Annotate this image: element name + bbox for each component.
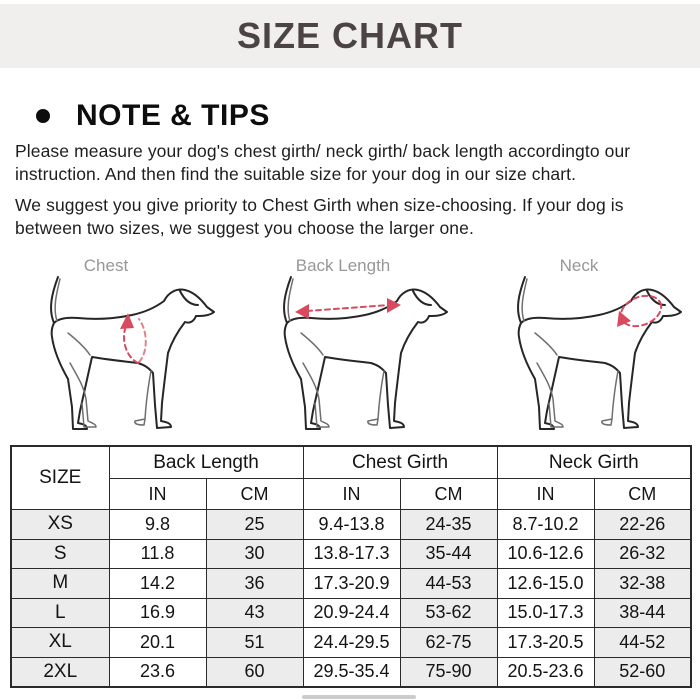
value-cell: 75-90 bbox=[399, 656, 498, 688]
value-cell: 35-44 bbox=[399, 538, 498, 569]
note-paragraph-2: We suggest you give priority to Chest Gi… bbox=[15, 195, 624, 239]
size-table-body: XS 9.8 25 9.4-13.8 24-35 8.7-10.2 22-26 S 11.8 30… bbox=[10, 509, 692, 688]
value-cell: 17.3-20.9 bbox=[302, 568, 401, 599]
dog-illustration bbox=[50, 276, 216, 430]
value-cell: 43 bbox=[205, 597, 304, 628]
size-column-header: SIZE bbox=[10, 445, 110, 510]
diagram-neck: Neck bbox=[467, 248, 700, 440]
value-cell: 51 bbox=[205, 627, 304, 658]
value-cell: 14.2 bbox=[108, 568, 207, 599]
back-length-arrowhead-left-icon bbox=[295, 304, 310, 319]
value-cell: 16.9 bbox=[108, 597, 207, 628]
bottom-smudge-decor bbox=[302, 695, 416, 699]
bullet-icon bbox=[36, 109, 50, 123]
table-row: L 16.9 43 20.9-24.4 53-62 15.0-17.3 38-44 bbox=[10, 597, 692, 628]
back-length-arrowhead-right-icon bbox=[387, 298, 402, 313]
table-row: S 11.8 30 13.8-17.3 35-44 10.6-12.6 26-32 bbox=[10, 538, 692, 569]
measurement-diagrams: Chest Back Length bbox=[0, 248, 700, 440]
unit-header: IN bbox=[302, 478, 401, 510]
value-cell: 12.6-15.0 bbox=[496, 568, 595, 599]
table-row: XS 9.8 25 9.4-13.8 24-35 8.7-10.2 22-26 bbox=[10, 509, 692, 540]
header-bar: SIZE CHART bbox=[0, 4, 700, 68]
value-cell: 10.6-12.6 bbox=[496, 538, 595, 569]
size-table: SIZE Back Length Chest Girth Neck Girth … bbox=[10, 445, 693, 688]
table-group-header-row: SIZE Back Length Chest Girth Neck Girth bbox=[10, 445, 692, 510]
neck-measure-arrow bbox=[619, 294, 662, 328]
value-cell: 22-26 bbox=[593, 509, 692, 540]
value-cell: 25 bbox=[205, 509, 304, 540]
unit-header: CM bbox=[399, 478, 498, 510]
value-cell: 38-44 bbox=[593, 597, 692, 628]
value-cell: 36 bbox=[205, 568, 304, 599]
diagram-chest: Chest bbox=[0, 248, 233, 440]
value-cell: 20.5-23.6 bbox=[496, 656, 595, 688]
size-cell: 2XL bbox=[10, 656, 110, 688]
value-cell: 44-52 bbox=[593, 627, 692, 658]
value-cell: 44-53 bbox=[399, 568, 498, 599]
neck-girth-group-header: Neck Girth bbox=[496, 445, 692, 479]
value-cell: 26-32 bbox=[593, 538, 692, 569]
size-cell: S bbox=[10, 538, 110, 569]
value-cell: 8.7-10.2 bbox=[496, 509, 595, 540]
diagram-back-length-label: Back Length bbox=[296, 256, 391, 275]
value-cell: 29.5-35.4 bbox=[302, 656, 401, 688]
value-cell: 9.8 bbox=[108, 509, 207, 540]
chest-measure-arrow-back bbox=[138, 318, 147, 363]
diagram-chest-label: Chest bbox=[84, 256, 129, 275]
value-cell: 32-38 bbox=[593, 568, 692, 599]
value-cell: 23.6 bbox=[108, 656, 207, 688]
value-cell: 52-60 bbox=[593, 656, 692, 688]
value-cell: 13.8-17.3 bbox=[302, 538, 401, 569]
dog-illustration bbox=[516, 276, 682, 430]
unit-header: IN bbox=[108, 478, 207, 510]
neck-arrowhead-icon bbox=[616, 311, 631, 327]
note-paragraph-1: Please measure your dog's chest girth/ n… bbox=[15, 141, 631, 185]
unit-header: CM bbox=[205, 478, 304, 510]
size-cell: XL bbox=[10, 627, 110, 658]
size-cell: L bbox=[10, 597, 110, 628]
table-row: M 14.2 36 17.3-20.9 44-53 12.6-15.0 32-38 bbox=[10, 568, 692, 599]
value-cell: 24.4-29.5 bbox=[302, 627, 401, 658]
chest-measure-arrow bbox=[123, 322, 139, 364]
table-units-header-row: IN CM IN CM IN CM bbox=[11, 478, 692, 510]
note-tips-heading-row: NOTE & TIPS bbox=[36, 99, 270, 133]
diagram-neck-label: Neck bbox=[559, 256, 598, 275]
table-row: XL 20.1 51 24.4-29.5 62-75 17.3-20.5 44-52 bbox=[10, 627, 692, 658]
value-cell: 9.4-13.8 bbox=[302, 509, 401, 540]
size-cell: M bbox=[10, 568, 110, 599]
page-title: SIZE CHART bbox=[237, 15, 463, 56]
value-cell: 20.1 bbox=[108, 627, 207, 658]
chest-arrowhead-icon bbox=[120, 313, 134, 329]
back-length-group-header: Back Length bbox=[108, 445, 304, 479]
value-cell: 15.0-17.3 bbox=[496, 597, 595, 628]
dog-illustration bbox=[283, 276, 449, 430]
value-cell: 24-35 bbox=[399, 509, 498, 540]
table-row: 2XL 23.6 60 29.5-35.4 75-90 20.5-23.6 52-60 bbox=[10, 656, 692, 688]
value-cell: 30 bbox=[205, 538, 304, 569]
value-cell: 60 bbox=[205, 656, 304, 688]
value-cell: 20.9-24.4 bbox=[302, 597, 401, 628]
unit-header: IN bbox=[496, 478, 595, 510]
unit-header: CM bbox=[593, 478, 692, 510]
value-cell: 53-62 bbox=[399, 597, 498, 628]
diagram-back-length: Back Length bbox=[233, 248, 466, 440]
size-cell: XS bbox=[10, 509, 110, 540]
chest-girth-group-header: Chest Girth bbox=[302, 445, 498, 479]
value-cell: 11.8 bbox=[108, 538, 207, 569]
value-cell: 17.3-20.5 bbox=[496, 627, 595, 658]
note-tips-heading: NOTE & TIPS bbox=[76, 99, 270, 132]
value-cell: 62-75 bbox=[399, 627, 498, 658]
back-length-measure-arrow bbox=[306, 304, 391, 312]
